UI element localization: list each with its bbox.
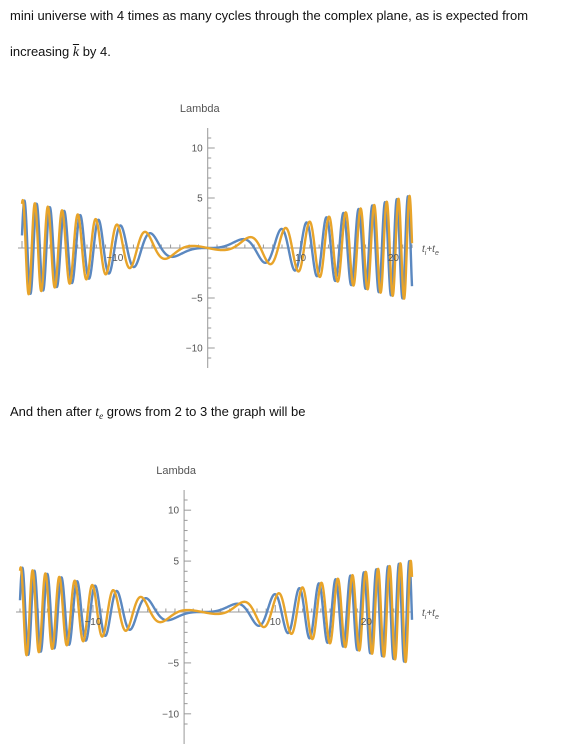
line3-post: grows from 2 to 3 the graph will be (103, 404, 306, 419)
y-tick-label: −5 (168, 658, 180, 669)
lambda-plot-1: Lambda 10 5 −5 −10 −10 10 20 ti+te (18, 103, 439, 368)
series-line-blue (18, 559, 414, 663)
x-tick-label: 10 (270, 617, 282, 628)
x-tick-label: 20 (361, 617, 373, 628)
series-line-orange (18, 559, 414, 664)
x-tick-label: 20 (388, 253, 400, 264)
x-axis-label: ti+te (422, 244, 439, 257)
y-tick-label: −10 (162, 709, 179, 720)
x-tick-label: −10 (106, 253, 123, 264)
y-tick-label: 10 (168, 506, 180, 517)
y-axis-label: Lambda (180, 103, 221, 115)
x-tick-label: −10 (84, 617, 101, 628)
series-line-blue (20, 195, 414, 300)
paragraph-line-1: mini universe with 4 times as many cycle… (10, 8, 529, 23)
paragraph-line-3: And then after te grows from 2 to 3 the … (10, 404, 306, 424)
line3-pre: And then after (10, 404, 96, 419)
line2-pre: increasing (10, 44, 73, 59)
y-tick-label: −10 (186, 344, 203, 355)
k-bar-symbol: k (72, 45, 80, 60)
x-axis-label: ti+te (422, 608, 439, 621)
paragraph-line-2: increasing k by 4. (10, 44, 111, 61)
lambda-plot-2: Lambda 10 5 −5 −10 −10 10 20 ti+te (16, 465, 439, 744)
t-subscript: e (99, 411, 104, 421)
x-tick-label: 10 (295, 253, 307, 264)
y-tick-label: 5 (197, 194, 203, 205)
t-symbol: t (95, 405, 100, 420)
line2-post: by 4. (79, 44, 111, 59)
y-tick-label: 5 (174, 557, 180, 568)
y-tick-label: −5 (191, 294, 203, 305)
y-axis-label: Lambda (156, 465, 197, 477)
y-tick-label: 10 (192, 144, 204, 155)
series-line-orange (20, 194, 414, 300)
